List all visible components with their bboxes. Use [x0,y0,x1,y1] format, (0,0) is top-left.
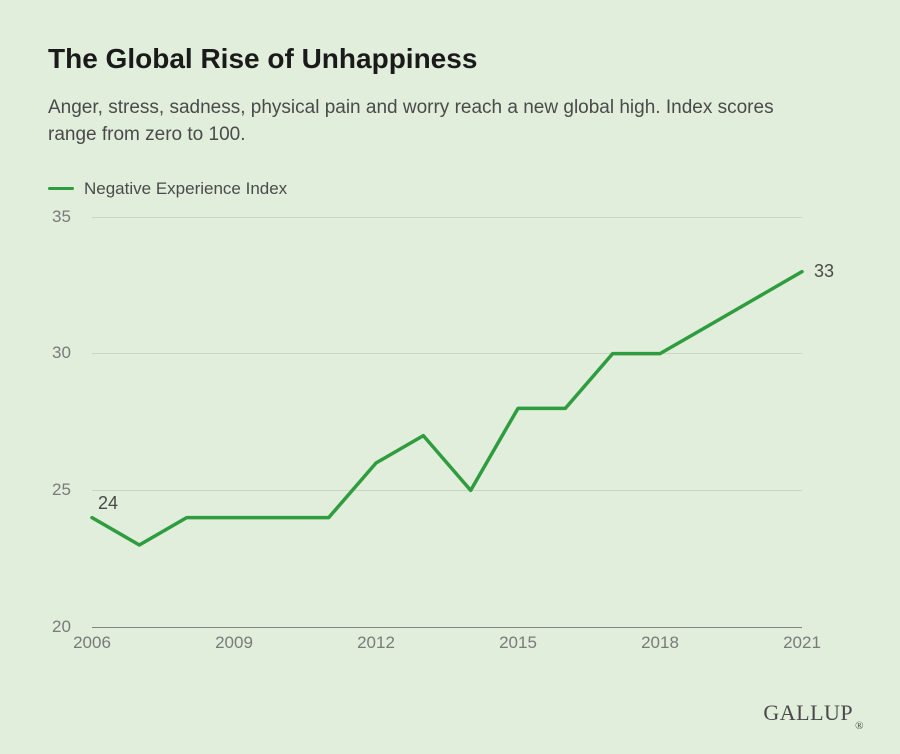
chart-title: The Global Rise of Unhappiness [48,42,860,76]
y-tick-label: 30 [52,343,86,363]
x-tick-label: 2018 [641,633,679,653]
point-label: 33 [814,261,834,282]
x-tick-label: 2009 [215,633,253,653]
chart-area: 202530352006200920122015201820212433 [52,217,852,657]
attribution-text: GALLUP [763,700,853,726]
plot-area: 202530352006200920122015201820212433 [92,217,802,627]
chart-subtitle: Anger, stress, sadness, physical pain an… [48,94,808,149]
y-tick-label: 25 [52,480,86,500]
attribution: GALLUP ® [763,700,864,726]
x-tick-label: 2015 [499,633,537,653]
point-label: 24 [98,493,118,514]
x-tick-label: 2012 [357,633,395,653]
y-tick-label: 35 [52,207,86,227]
line-series [92,217,802,627]
legend-label: Negative Experience Index [84,179,287,199]
chart-card: The Global Rise of Unhappiness Anger, st… [0,0,900,754]
chart-legend: Negative Experience Index [48,179,860,199]
x-tick-label: 2021 [783,633,821,653]
legend-swatch [48,187,74,190]
grid-line [92,627,802,628]
x-tick-label: 2006 [73,633,111,653]
